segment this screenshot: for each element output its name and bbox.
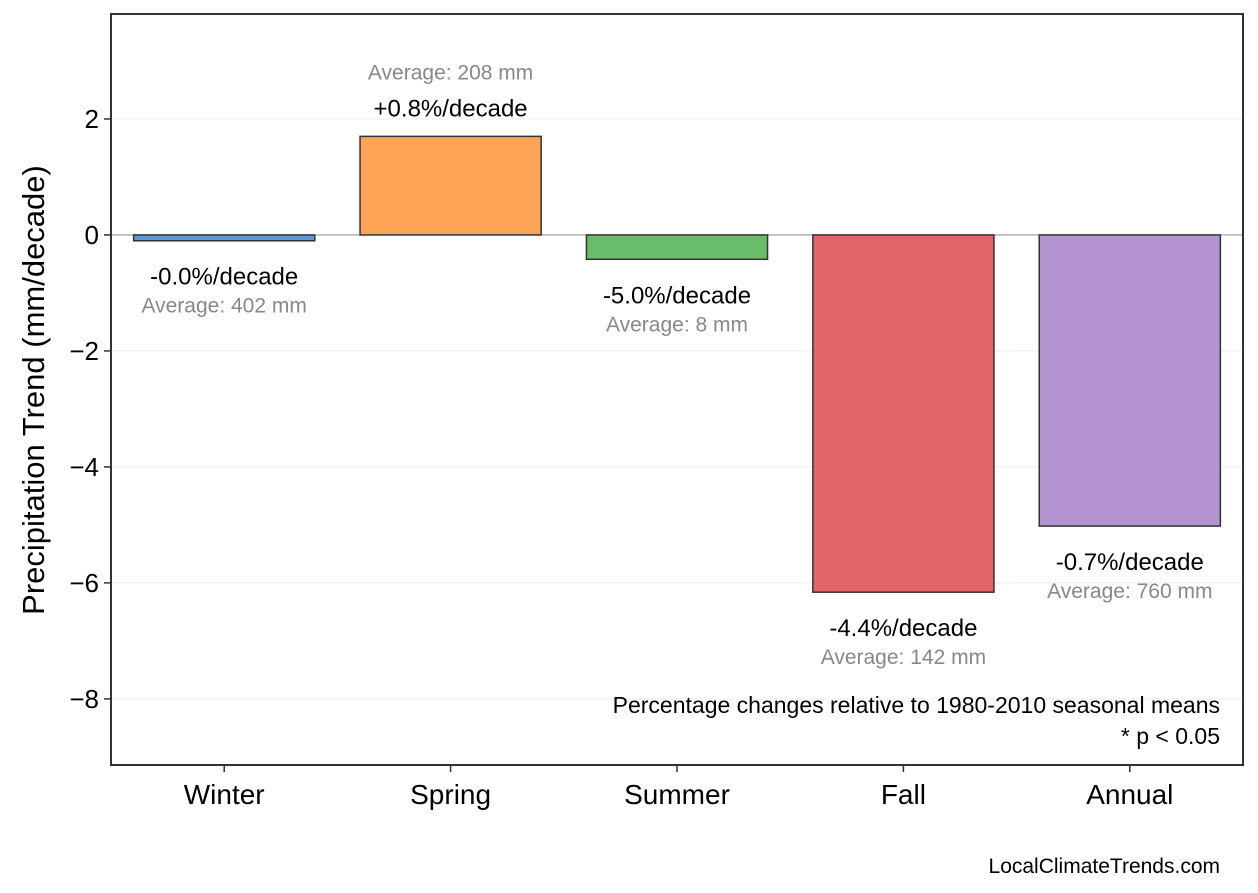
x-tick-label: Summer <box>624 779 730 810</box>
annotation-line-2: * p < 0.05 <box>1121 723 1220 749</box>
y-tick-label: 0 <box>85 220 99 250</box>
bar-spring <box>359 135 542 236</box>
y-tick-label: −2 <box>69 336 99 366</box>
trend-label: -5.0%/decade <box>603 282 751 309</box>
trend-label: -0.7%/decade <box>1056 549 1204 576</box>
bars <box>132 135 1222 593</box>
average-label: Average: 8 mm <box>606 313 748 336</box>
bar-labels: -0.0%/decade Average: 402 mm +0.8%/decade A… <box>142 61 1213 669</box>
average-label: Average: 208 mm <box>368 61 533 84</box>
x-axis: Winter Spring Summer Fall Annual <box>184 765 1173 810</box>
x-tick-label: Fall <box>881 779 926 810</box>
bar-summer <box>585 234 769 261</box>
bar-winter <box>132 234 316 242</box>
bar-annual <box>1038 234 1222 527</box>
x-tick-label: Annual <box>1086 779 1173 810</box>
trend-label: -4.4%/decade <box>829 615 977 642</box>
y-axis-label: Precipitation Trend (mm/decade) <box>16 165 51 615</box>
bar-fall <box>812 234 995 593</box>
y-tick-label: −8 <box>69 684 99 714</box>
y-tick-label: −4 <box>69 452 99 482</box>
trend-label: -0.0%/decade <box>150 264 298 291</box>
average-label: Average: 142 mm <box>821 646 986 669</box>
footer-credit: LocalClimateTrends.com <box>989 855 1220 878</box>
average-label: Average: 402 mm <box>142 295 307 318</box>
y-tick-label: −6 <box>69 568 99 598</box>
x-tick-label: Winter <box>184 779 265 810</box>
y-axis: 2 0 −2 −4 −6 −8 <box>69 104 111 714</box>
trend-label: +0.8%/decade <box>374 95 528 122</box>
average-label: Average: 760 mm <box>1047 580 1212 603</box>
annotation-line-1: Percentage changes relative to 1980-2010… <box>613 692 1220 718</box>
y-tick-label: 2 <box>85 104 99 134</box>
x-tick-label: Spring <box>410 779 491 810</box>
